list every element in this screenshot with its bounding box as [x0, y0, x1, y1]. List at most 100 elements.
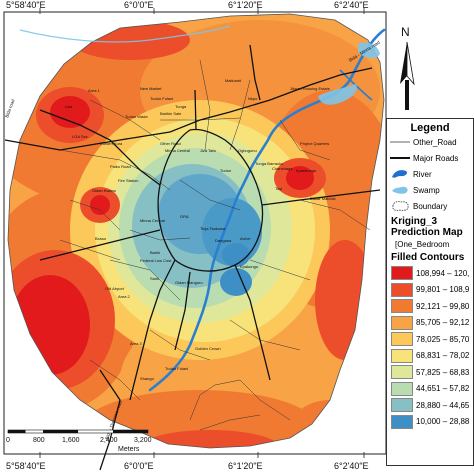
legend-other-road: Other_Road — [387, 134, 473, 150]
contour-class-6: 68,831 – 78,02 — [387, 348, 473, 365]
north-arrow-icon: N — [400, 25, 415, 110]
place-label-16: Project Quarters — [300, 141, 329, 146]
contour-label: 44,651 – 57,82 — [416, 384, 470, 394]
legend-major-roads: Major Roads — [387, 150, 473, 166]
legend-item-label: River — [413, 169, 432, 179]
contour-swatch — [391, 266, 413, 281]
place-label-31: Federal Low Cost — [140, 258, 172, 263]
place-label-41: Golden Crown — [195, 346, 221, 351]
legend-field: [One_Bedroom — [395, 240, 450, 249]
contour-label: 108,994 – 120, — [416, 268, 470, 278]
coord-top-3: 6°1'20"E — [228, 0, 263, 10]
place-label-1: Area 1 — [88, 88, 101, 93]
legend-contours-title: Filled Contours — [391, 252, 465, 263]
major-roads — [4, 44, 381, 471]
swamp-upper — [318, 84, 357, 105]
contour-swatch — [391, 348, 413, 363]
contour-class-1: 108,994 – 120, — [387, 265, 473, 282]
place-label-2: New Market — [140, 86, 162, 91]
place-label-36: Sarki — [150, 276, 159, 281]
place-label-13: Tunga — [175, 104, 187, 109]
legend-boundary: Boundary — [387, 198, 473, 214]
contour-label: 68,831 – 78,02 — [416, 351, 470, 361]
place-label-4: Maitumbi — [225, 78, 241, 83]
contour-swatch — [391, 282, 413, 297]
thin-line-icon — [387, 135, 413, 149]
place-label-29: Minna Central — [140, 218, 165, 223]
place-label-27: Bosso — [95, 236, 107, 241]
place-label-19: Fire Station — [118, 178, 138, 183]
contour-label: 10,000 – 28,88 — [416, 417, 470, 427]
place-label-43: Shango — [140, 376, 155, 381]
place-label-34: Bariki — [150, 250, 160, 255]
place-label-23: Tayi — [275, 186, 282, 191]
coord-top-4: 6°2'40"E — [334, 0, 369, 10]
place-label-17: Kpankungu — [296, 168, 316, 173]
scale-bar: 0 800 1,600 2,400 3,200 Meters — [6, 429, 152, 453]
scale-tick-2400: 2,400 — [100, 437, 118, 444]
contour-class-9: 28,880 – 44,65 — [387, 397, 473, 414]
contour-class-8: 44,651 – 57,82 — [387, 381, 473, 398]
place-label-21: Tunga Barracks — [255, 161, 283, 166]
place-label-18: Paiko Road — [110, 164, 131, 169]
place-label-42: Tudun Fulani — [165, 366, 188, 371]
place-label-5: Jikpan Housing Estate — [290, 86, 331, 91]
legend-item-label: Boundary — [413, 201, 448, 211]
place-label-6: Nkpo — [248, 96, 258, 101]
legend-title: Legend — [410, 122, 450, 134]
swamp-icon — [387, 183, 413, 197]
place-label-38: Old Airport — [105, 286, 125, 291]
contour-label: 85,705 – 92,12 — [416, 318, 470, 328]
contour-swatch — [391, 332, 413, 347]
legend-item-label: Major Roads — [413, 153, 459, 163]
place-labels: Area 1 New Market Tudun Fulani Maitumbi … — [65, 78, 336, 381]
other-roads — [59, 59, 371, 431]
legend-layer-sub: Prediction Map — [391, 227, 463, 238]
place-label-22: Tudun — [220, 168, 231, 173]
place-label-7: Lisa — [65, 104, 73, 109]
coord-top-1: 5°58'40"E — [6, 0, 46, 10]
scale-tick-1600: 1,600 — [62, 437, 80, 444]
place-label-3: Tudun Fulani — [150, 96, 173, 101]
contour-swatch — [391, 414, 413, 429]
bida-road-label: Bida road — [4, 98, 15, 118]
contour-swatch — [391, 299, 413, 314]
place-label-12: Other Road — [160, 141, 181, 146]
legend-river: River — [387, 166, 473, 182]
legend-swamp: Swamp — [387, 182, 473, 198]
place-label-39: Area 2 — [118, 294, 131, 299]
place-label-33: Arrive — [240, 236, 251, 241]
place-label-25: Chanchaga — [272, 166, 293, 171]
legend-layer: Kriging_3 — [391, 216, 438, 227]
legend-item-label: Swamp — [413, 185, 440, 195]
place-label-9: Dutsen Kura — [100, 141, 123, 146]
place-label-30: Tinja Tsakuwa — [200, 226, 226, 231]
thick-line-icon — [387, 151, 413, 165]
coord-bottom-3: 6°1'20"E — [228, 461, 263, 471]
place-label-40: Area 3 — [130, 341, 143, 346]
northern-river — [19, 25, 231, 43]
contour-label: 28,880 – 44,65 — [416, 400, 470, 410]
place-label-37: Gidan Mangoro — [175, 280, 203, 285]
coord-bottom-2: 6°0'0"E — [124, 461, 154, 471]
legend-item-label: Other_Road — [413, 137, 457, 147]
swamp-river-right — [358, 42, 380, 59]
river-icon — [387, 167, 413, 181]
north-label: N — [401, 25, 410, 39]
place-label-8: LGA Sec. — [72, 134, 89, 139]
contour-class-10: 10,000 – 28,88 — [387, 414, 473, 431]
place-label-14: Minna Central — [165, 148, 190, 153]
contour-label: 57,825 – 68,83 — [416, 367, 470, 377]
place-label-24: Dakar Maidoki — [310, 196, 336, 201]
contour-class-5: 78,025 – 85,70 — [387, 331, 473, 348]
place-label-28: GRA — [180, 214, 189, 219]
contour-class-7: 57,825 – 68,83 — [387, 364, 473, 381]
place-label-15: Jiza Tafa — [200, 148, 216, 153]
contour-swatch — [391, 381, 413, 396]
boundary-icon — [387, 199, 413, 213]
contour-swatch — [391, 315, 413, 330]
place-label-35: Kpakungu — [240, 264, 258, 269]
contour-label: 92,121 – 99,80 — [416, 301, 470, 311]
contour-swatch — [391, 398, 413, 413]
scale-tick-3200: 3,200 — [134, 437, 152, 444]
